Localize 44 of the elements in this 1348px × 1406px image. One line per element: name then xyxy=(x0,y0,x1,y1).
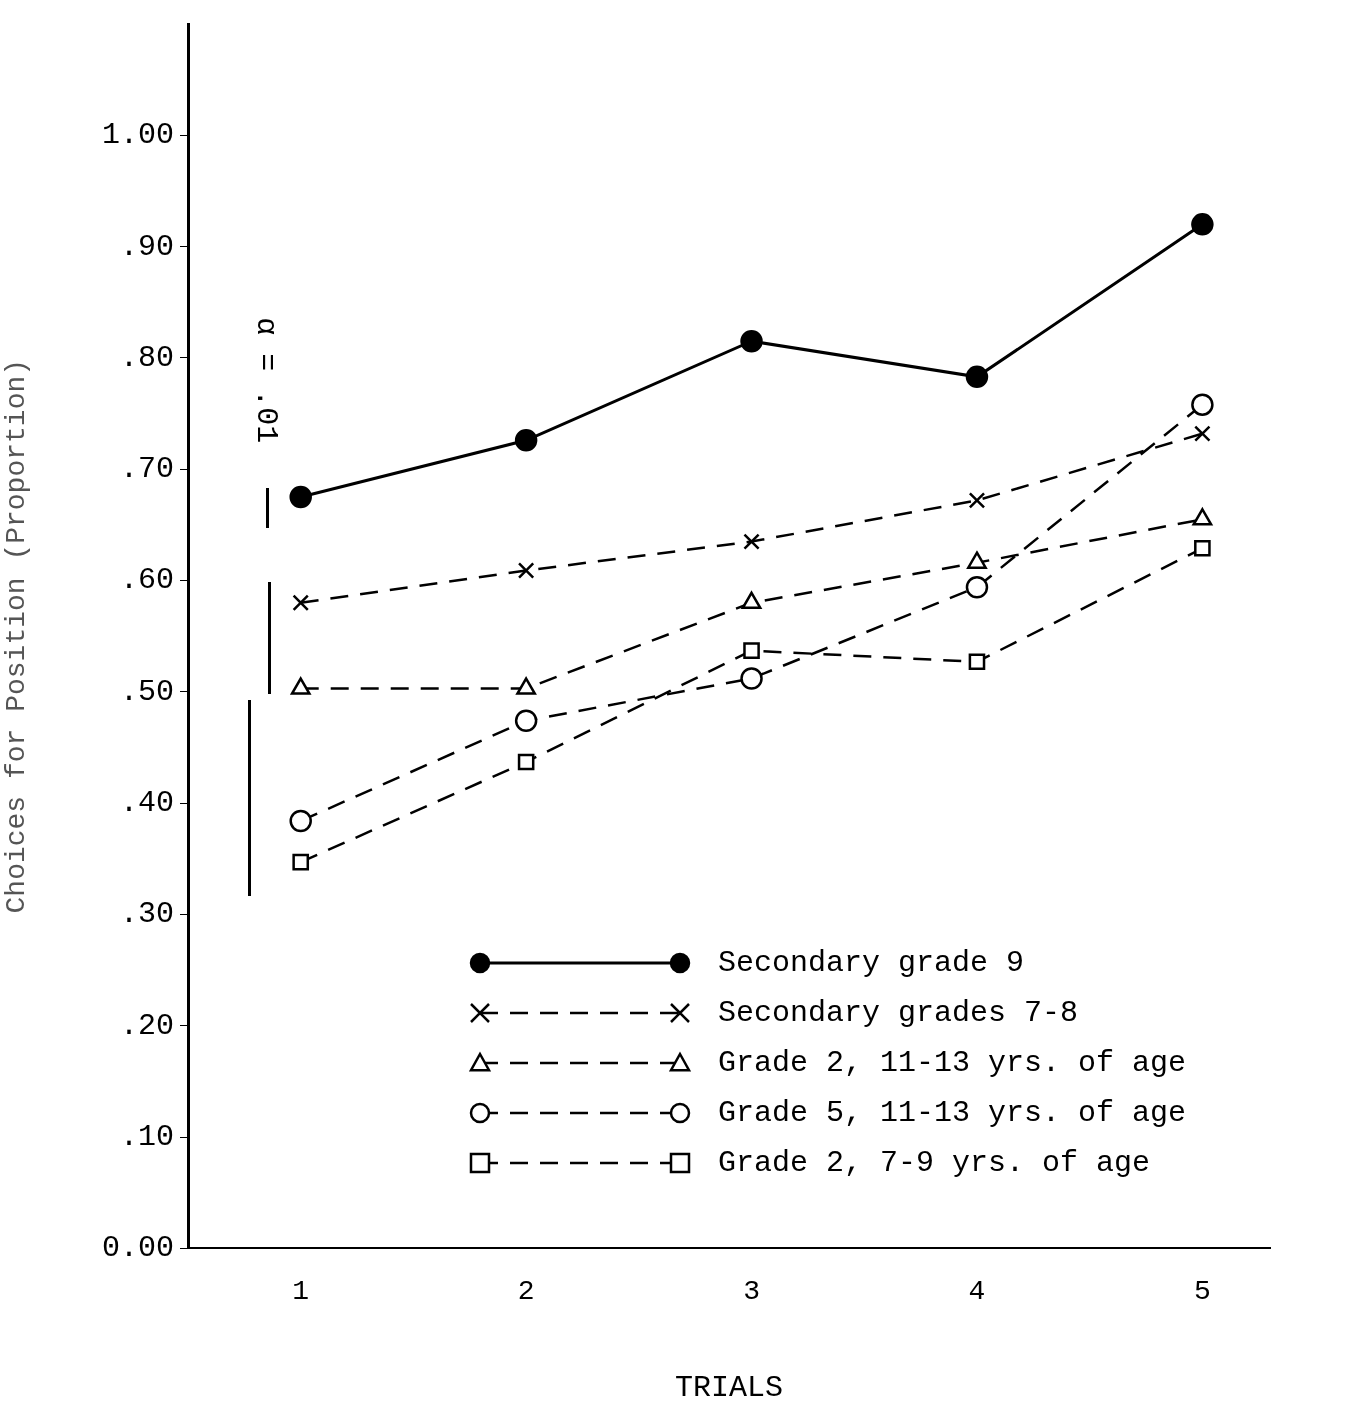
point xyxy=(1194,425,1211,442)
point xyxy=(965,575,989,599)
point xyxy=(289,809,312,833)
point xyxy=(1194,539,1211,557)
x-tick-label: 5 xyxy=(1193,1275,1211,1307)
point xyxy=(1191,213,1214,236)
y-tick-label: .50 xyxy=(119,674,174,709)
x-tick-label: 2 xyxy=(517,1275,535,1307)
point xyxy=(965,365,989,389)
point xyxy=(289,485,312,509)
x-axis-title: TRIALS xyxy=(674,1370,784,1405)
y-axis-title: Choices for Position (Proportion) xyxy=(1,358,33,914)
point xyxy=(1191,393,1214,416)
x-tick-label: 3 xyxy=(743,1275,760,1307)
legend-label: Grade 5, 11-13 yrs. of age xyxy=(718,1096,1187,1131)
point xyxy=(514,709,538,733)
annotation: α = .01 xyxy=(249,317,284,444)
y-tick-label: 0.00 xyxy=(101,1231,174,1266)
y-tick-label: 1.00 xyxy=(101,118,174,153)
y-tick-label: .40 xyxy=(119,786,174,821)
y-tick-label: .80 xyxy=(119,340,174,375)
point xyxy=(743,642,760,659)
point xyxy=(517,753,535,771)
y-tick-label: .60 xyxy=(119,563,174,598)
legend-label: Secondary grade 9 xyxy=(718,946,1025,981)
point xyxy=(517,562,535,579)
point xyxy=(514,429,538,452)
x-tick-label: 1 xyxy=(292,1275,310,1307)
point xyxy=(968,653,986,671)
legend-label: Grade 2, 7-9 yrs. of age xyxy=(718,1146,1151,1181)
point xyxy=(292,853,310,871)
legend-label: Grade 2, 11-13 yrs. of age xyxy=(718,1046,1187,1081)
point xyxy=(740,667,763,690)
y-tick-label: .70 xyxy=(119,452,174,487)
point xyxy=(740,329,763,353)
y-tick-label: .30 xyxy=(119,897,174,932)
point xyxy=(743,533,760,550)
y-tick-label: .10 xyxy=(119,1120,174,1155)
point xyxy=(968,492,986,509)
y-tick-label: .20 xyxy=(119,1008,174,1043)
x-tick-label: 4 xyxy=(968,1275,986,1307)
legend-label: Secondary grades 7-8 xyxy=(718,996,1079,1031)
y-tick-label: .90 xyxy=(119,229,174,264)
point xyxy=(292,594,310,612)
